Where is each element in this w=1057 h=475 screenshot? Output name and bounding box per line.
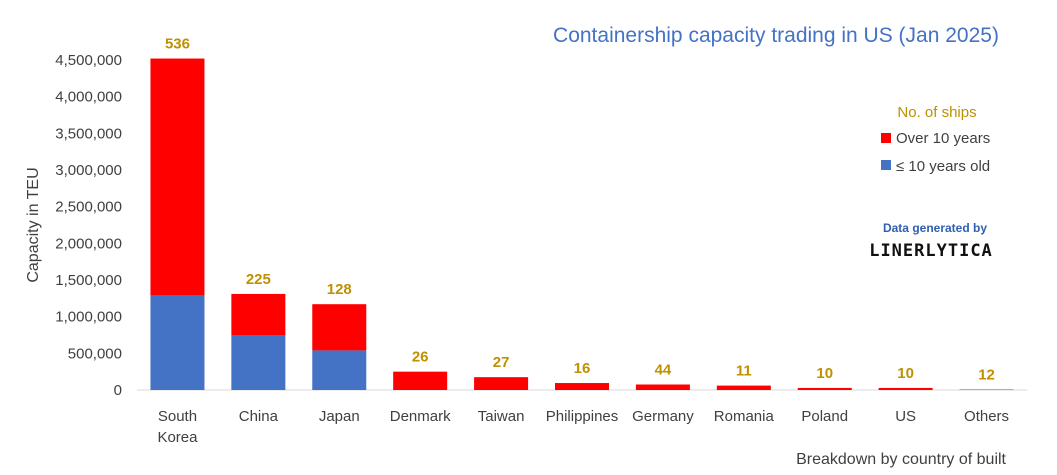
ship-count-label: 16 bbox=[574, 360, 591, 377]
ship-count-labels: 536 225 128 26 27 16 44 11 10 10 12 bbox=[165, 36, 995, 384]
y-tick-label: 3,000,000 bbox=[55, 162, 122, 179]
legend-label-under-10: ≤ 10 years old bbox=[896, 158, 990, 175]
y-axis-label: Capacity in TEU bbox=[25, 167, 42, 282]
chart-title: Containership capacity trading in US (Ja… bbox=[553, 24, 999, 47]
ship-count-label: 536 bbox=[165, 36, 190, 53]
bar-segment-over-10 bbox=[635, 384, 690, 390]
credit-line: Data generated by bbox=[883, 221, 987, 235]
ship-count-label: 225 bbox=[246, 271, 271, 288]
category-label: Poland bbox=[801, 408, 848, 425]
category-labels: South Korea China Japan Denmark Taiwan Philipp… bbox=[157, 408, 1009, 446]
legend-label-over-10: Over 10 years bbox=[896, 130, 990, 147]
y-tick-label: 3,500,000 bbox=[55, 125, 122, 142]
ship-count-label: 26 bbox=[412, 349, 429, 366]
y-tick-label: 4,500,000 bbox=[55, 52, 122, 69]
bar-segment-under-10 bbox=[150, 295, 205, 390]
category-label: South bbox=[158, 408, 197, 425]
y-tick-label: 4,000,000 bbox=[55, 89, 122, 106]
bar-segment-over-10 bbox=[474, 377, 529, 390]
category-label: Japan bbox=[319, 408, 360, 425]
ship-count-label: 10 bbox=[816, 365, 833, 382]
y-tick-label: 0 bbox=[114, 382, 122, 399]
x-axis-label: Breakdown by country of built bbox=[796, 451, 1006, 468]
brand-logo: LINERLYTICA bbox=[869, 241, 993, 261]
legend-swatch-under-10 bbox=[881, 160, 891, 170]
category-label: Romania bbox=[714, 408, 775, 425]
bars bbox=[150, 58, 1014, 390]
category-label: US bbox=[895, 408, 916, 425]
y-tick-label: 1,500,000 bbox=[55, 272, 122, 289]
ship-count-label: 10 bbox=[897, 365, 914, 382]
category-label: Korea bbox=[157, 429, 198, 446]
y-tick-label: 500,000 bbox=[68, 345, 122, 362]
category-label: Taiwan bbox=[478, 408, 525, 425]
bar-segment-over-10 bbox=[797, 387, 852, 390]
bar-segment-under-10 bbox=[312, 350, 367, 390]
y-tick-label: 2,500,000 bbox=[55, 199, 122, 216]
legend-title: No. of ships bbox=[897, 104, 976, 121]
bar-segment-over-10 bbox=[878, 387, 933, 390]
y-tick-label: 1,000,000 bbox=[55, 309, 122, 326]
bar-segment-over-10 bbox=[312, 304, 367, 351]
y-axis-ticks: 0 500,000 1,000,000 1,500,000 2,000,000 2,500… bbox=[55, 52, 122, 399]
ship-count-label: 44 bbox=[655, 362, 672, 379]
bar-segment-over-10 bbox=[555, 383, 609, 390]
ship-count-label: 128 bbox=[327, 281, 352, 298]
legend: No. of ships Over 10 years ≤ 10 years ol… bbox=[881, 104, 990, 175]
category-label: Philippines bbox=[546, 408, 619, 425]
bar-segment-over-10 bbox=[393, 371, 448, 390]
bar-segment-under-10 bbox=[231, 335, 286, 390]
ship-count-label: 11 bbox=[736, 363, 752, 380]
bar-segment-over-10 bbox=[716, 385, 771, 390]
category-label: China bbox=[239, 408, 279, 425]
bar-segment-over-10 bbox=[231, 293, 286, 335]
ship-count-label: 12 bbox=[978, 367, 995, 384]
y-tick-label: 2,000,000 bbox=[55, 235, 122, 252]
credit: Data generated by LINERLYTICA bbox=[869, 221, 993, 261]
bar-segment-over-10 bbox=[150, 58, 205, 296]
category-label: Others bbox=[964, 408, 1009, 425]
category-label: Germany bbox=[632, 408, 694, 425]
category-label: Denmark bbox=[390, 408, 451, 425]
legend-swatch-over-10 bbox=[881, 133, 891, 143]
ship-count-label: 27 bbox=[493, 354, 510, 371]
